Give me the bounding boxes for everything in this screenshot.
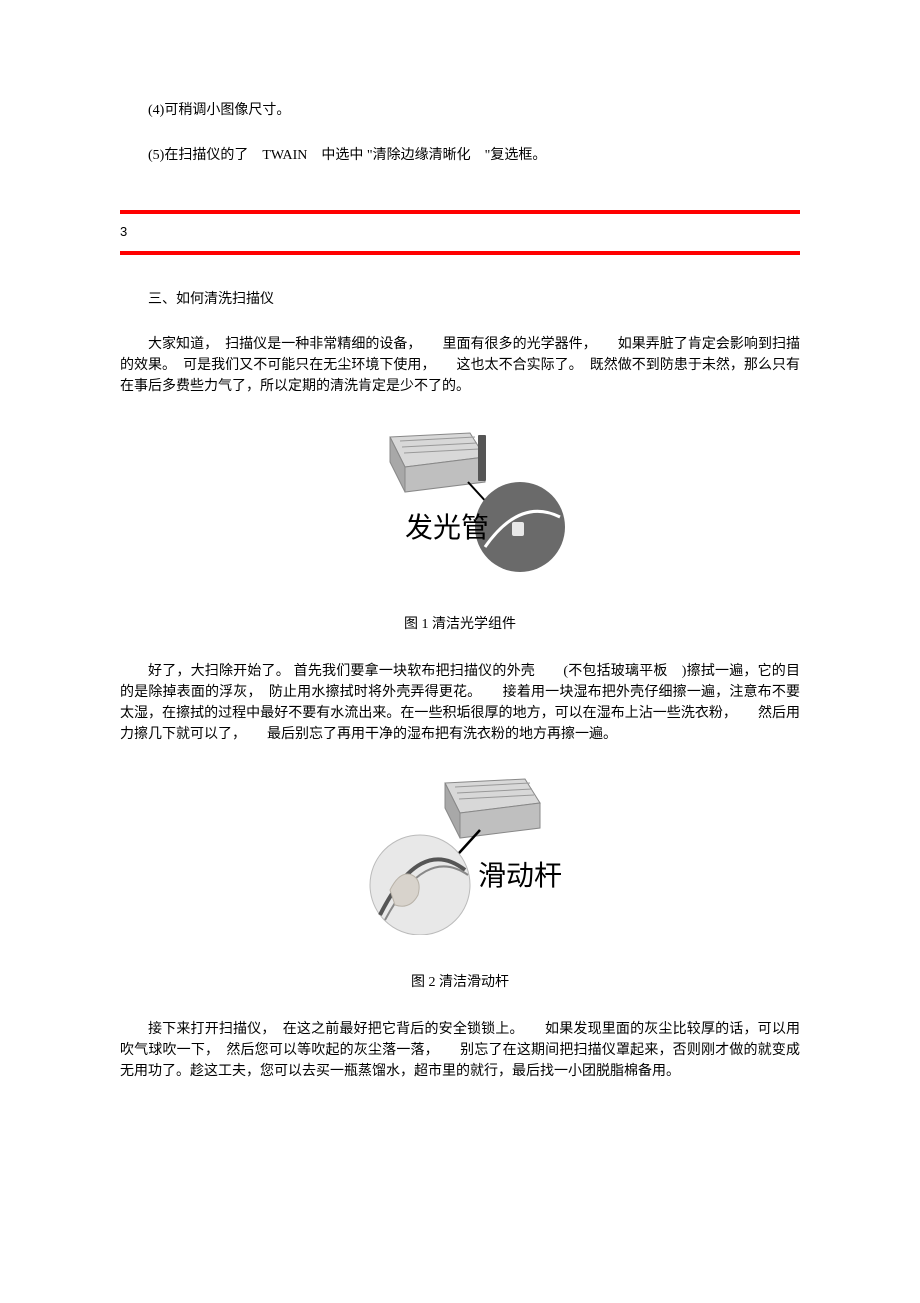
- figure-2-caption: 图 2 清洁滑动杆: [120, 972, 800, 993]
- figure-1-label: 发光管: [405, 512, 489, 544]
- page-number: 3: [120, 224, 127, 239]
- paragraph-open-scanner: 接下来打开扫描仪， 在这之前最好把它背后的安全锁锁上。 如果发现里面的灰尘比较厚…: [120, 1019, 800, 1082]
- list-item-4: (4)可稍调小图像尺寸。: [120, 100, 800, 121]
- paragraph-cleaning-shell: 好了，大扫除开始了。 首先我们要拿一块软布把扫描仪的外壳 (不包括玻璃平板 )擦…: [120, 661, 800, 745]
- divider-bottom: [120, 251, 800, 255]
- paragraph-intro: 大家知道， 扫描仪是一种非常精细的设备， 里面有很多的光学器件， 如果弄脏了肯定…: [120, 334, 800, 397]
- page-number-wrap: 3: [120, 214, 800, 251]
- list-item-5: (5)在扫描仪的了 TWAIN 中选中 "清除边缘清晰化 "复选框。: [120, 145, 800, 166]
- figure-2: 滑动杆: [120, 775, 800, 942]
- section-heading: 三、如何清洗扫描仪: [120, 289, 800, 310]
- figure-1-caption: 图 1 清洁光学组件: [120, 614, 800, 635]
- scanner-rod-image: 滑动杆: [350, 775, 570, 935]
- figure-2-label: 滑动杆: [478, 860, 562, 892]
- scanner-optical-image: 发光管: [350, 427, 570, 577]
- figure-1: 发光管: [120, 427, 800, 584]
